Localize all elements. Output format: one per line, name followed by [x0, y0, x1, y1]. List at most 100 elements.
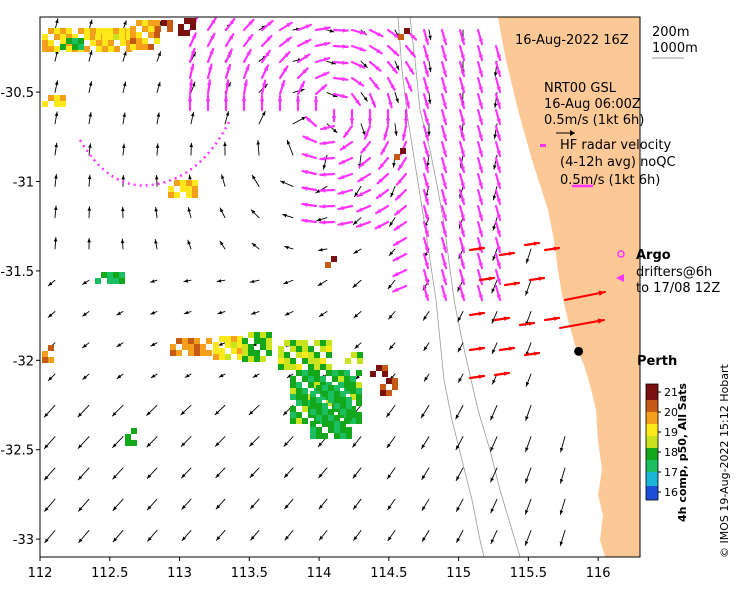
contour-200m — [409, 17, 521, 557]
sst-pixel — [320, 358, 326, 364]
argo-label: Argo — [636, 248, 671, 263]
current-arrow-head — [559, 541, 564, 546]
current-arrow-head — [123, 20, 127, 25]
sst-pixel — [113, 34, 119, 40]
hf-arrow-head — [460, 38, 465, 44]
colorbar-segment — [646, 412, 658, 424]
sst-pixel — [284, 358, 290, 364]
current-arrow-head — [154, 239, 158, 244]
current-arrow-head — [147, 505, 152, 510]
colorbar-segment — [646, 486, 658, 500]
sst-pixel — [326, 364, 332, 370]
sst-pixel — [344, 376, 350, 382]
sst-pixel — [356, 418, 362, 424]
current-arrow-head — [394, 131, 398, 136]
hf-arrow-head — [442, 230, 447, 236]
sst-pixel — [302, 346, 308, 352]
hf-arrow-head — [460, 182, 465, 188]
sst-pixel — [290, 418, 296, 424]
current-arrow-head — [354, 192, 359, 197]
hf-arrow-head — [284, 52, 290, 58]
hf-arrow-head — [478, 294, 483, 300]
sst-pixel — [119, 272, 125, 278]
hf-arrow-head — [395, 209, 401, 215]
current-arrow-head — [252, 243, 257, 248]
current-arrow-head — [155, 143, 160, 148]
hf-arrow-head — [304, 39, 311, 45]
sst-pixel — [322, 421, 328, 427]
current-arrow-head — [216, 536, 221, 541]
sst-pixel — [350, 382, 356, 388]
current-arrow-head — [122, 112, 127, 118]
hf-arrow-head — [496, 134, 501, 140]
current-arrow-head — [283, 442, 288, 447]
current-arrow-head — [187, 207, 192, 212]
colorbar-segment — [646, 424, 658, 436]
current-arrow-head — [82, 375, 87, 380]
depth-contours — [397, 17, 521, 557]
sst-pixel — [296, 388, 302, 394]
sst-pixel — [346, 409, 352, 415]
sst-pixel — [200, 350, 206, 356]
hf-arrow-head — [320, 172, 326, 177]
sst-pixel — [326, 370, 332, 376]
sst-pixel — [302, 388, 308, 394]
current-arrow-head — [455, 445, 460, 450]
current-arrow-head — [559, 478, 564, 484]
hf-arrow-head — [357, 81, 364, 86]
current-arrow-head — [154, 175, 159, 180]
sst-pixel — [161, 20, 167, 26]
hf-arrow-head — [267, 21, 273, 26]
sst-pixel — [302, 358, 308, 364]
current-arrow-head — [280, 180, 285, 185]
sst-pixel — [278, 346, 284, 352]
sst-pixel — [346, 397, 352, 403]
sst-pixel — [290, 364, 296, 370]
hf-arrow-head — [376, 48, 382, 54]
hf-arrow-head — [496, 230, 501, 236]
sst-pixel — [54, 28, 60, 34]
current-arrow-head — [329, 29, 334, 33]
hf-arrow-head — [496, 70, 501, 76]
sst-pixel — [225, 354, 231, 360]
hf-arrow-head — [391, 67, 397, 73]
sst-pixel — [182, 338, 188, 344]
sst-pixel — [155, 26, 161, 32]
hf-arrow-head — [342, 28, 348, 33]
hf-arrow-head — [302, 218, 308, 224]
hf-arrow-head — [338, 221, 344, 226]
drifter-arrow-head — [503, 371, 509, 376]
land-mass — [498, 17, 640, 557]
current-arrow-head — [285, 311, 290, 316]
current-arrow-head — [154, 207, 158, 212]
sst-pixel — [310, 397, 316, 403]
hf-arrow-head — [496, 118, 501, 124]
hf-arrow-head — [496, 150, 501, 156]
current-arrow-head — [188, 174, 192, 180]
current-arrow-head — [389, 345, 394, 350]
current-arrow-head — [387, 505, 392, 510]
sst-pixel — [296, 352, 302, 358]
current-arrow-head — [491, 288, 495, 293]
city-dot — [574, 346, 584, 356]
colorbar-segment — [646, 472, 658, 486]
sst-pixel — [194, 338, 200, 344]
current-arrow-head — [218, 342, 223, 346]
current-arrow-head — [492, 225, 496, 231]
sst-pixel — [225, 336, 231, 342]
hf-arrow-head — [496, 198, 501, 204]
sst-pixel — [302, 340, 308, 346]
drifter-arrow-head — [533, 351, 539, 356]
map-title: 16-Aug-2022 16Z — [515, 33, 629, 48]
current-arrow-head — [457, 317, 462, 322]
sst-pixel — [308, 358, 314, 364]
sst-pixel — [72, 38, 78, 44]
current-arrow-head — [492, 195, 497, 200]
hf-arrow-head — [359, 30, 366, 35]
sst-pixel — [322, 391, 328, 397]
sst-pixel — [350, 394, 356, 400]
sst-pixel — [170, 350, 176, 356]
current-arrow-head — [456, 538, 461, 543]
drifter-arrow-long — [559, 319, 605, 329]
sst-pixel — [108, 46, 114, 52]
